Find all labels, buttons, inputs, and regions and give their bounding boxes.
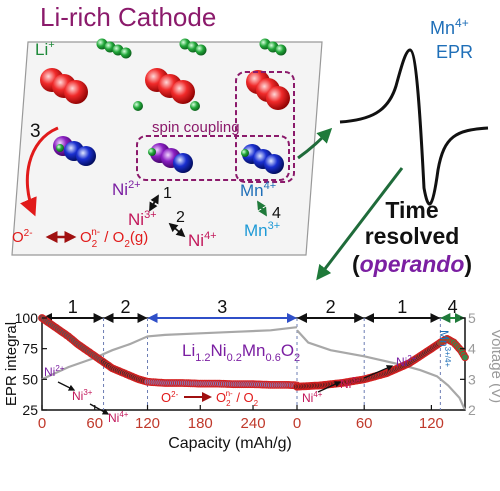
time-resolved-line1: Time [385,197,438,223]
annot-ni4-right: Ni4+ [302,390,323,405]
y-axis-label-right: Voltage (V) [488,329,500,403]
segment-label: 1 [68,297,78,317]
x-tick-label-charge: 60 [86,415,103,432]
step-4-label: 4 [272,205,281,222]
li-ion-label: Li+ [35,39,55,59]
x-tick-label-charge: 180 [188,415,213,432]
epr-label-line2: EPR [436,42,473,62]
annot-arrow-2 [89,403,110,415]
epr-discharge-point [461,353,469,362]
time-resolved-line2: resolved [365,223,460,249]
segment-label: 2 [326,297,336,317]
x-tick-label-charge: 120 [135,415,160,432]
annot-peroxo: O2n- / O2 [216,389,259,408]
step-2-label: 2 [176,209,185,226]
chart-annotations: Ni2+ Ni3+ Ni4+ O2- O2n- / O2 Ni4+ Ni3+ N… [44,330,452,425]
compound-label: Li1.2Ni0.2Mn0.6O2 [182,341,300,364]
segment-label: 2 [121,297,131,317]
annot-arrow-4 [363,365,394,379]
left-tick-label: 100 [15,310,39,326]
segment-label: 1 [397,297,407,317]
x-tick-label-discharge: 0 [293,415,301,432]
voltage-charge-line [41,326,298,381]
left-tick-label: 25 [22,402,38,418]
operando-label: (operando) [352,251,472,277]
li-atoms [96,38,289,111]
mn-step-4-arrow [257,200,267,217]
mn3-label: Mn3+ [244,220,280,240]
annot-ni2-left: Ni2+ [44,364,65,379]
right-tick-label: 5 [468,310,476,326]
segment-label: 4 [448,297,458,317]
ni3-label: Ni3+ [128,209,157,229]
x-tick-label-charge: 240 [241,415,266,432]
annot-arrow-3 [317,381,342,393]
annot-ni3-left: Ni3+ [72,388,93,403]
annot-ni2-right: Ni2+ [396,354,417,369]
right-tick-label: 2 [468,402,476,418]
peroxo-label: O2n- / O2(g) [80,227,148,250]
oxygen-release-arrow [20,126,59,217]
epr-label-line1: Mn4+ [430,16,469,38]
oxide-ion-label: O2- [12,228,33,246]
ni-mn-atoms [53,136,284,174]
epr-spectrum-line [339,48,489,206]
annot-mn-right: Mn3+/4+ [437,330,452,367]
ni-step-2-arrow [168,222,186,238]
right-tick-label: 3 [468,371,476,387]
x-tick-label-charge: 0 [38,415,46,432]
oxygen-atoms [40,68,290,110]
mn-site-box [235,71,295,183]
x-axis-label: Capacity (mAh/g) [168,435,292,452]
segment-bar: 1 2 3 2 1 4 [42,297,465,323]
figure-title: Li-rich Cathode [40,2,216,32]
left-tick-label: 50 [22,371,38,387]
y-axis-label-left: EPR integral [3,322,20,406]
ni-step-1-arrow [149,194,159,212]
to-epr-arrow [297,127,333,160]
to-plot-arrow [316,167,404,281]
spin-coupling-label: spin coupling [152,119,240,136]
segment-label: 3 [217,297,227,317]
ni4-label: Ni4+ [188,230,217,250]
x-tick-label-discharge: 60 [356,415,373,432]
step-1-label: 1 [163,185,172,202]
annot-oxide: O2- [161,390,179,405]
x-tick-label-discharge: 120 [419,415,444,432]
right-tick-label: 4 [468,341,476,357]
annot-ni3-right: Ni3+ [340,376,361,391]
ni2-label: Ni2+ [112,179,141,199]
mn4-label: Mn4+ [240,180,276,200]
annot-arrow-1 [57,381,76,391]
chart-series [38,314,469,411]
spin-coupling-box [136,135,290,181]
annot-ni4-left: Ni4+ [108,410,129,425]
left-tick-label: 75 [22,341,38,357]
epr-voltage-chart: 1 2 3 2 1 4 EPR integral Voltage (V) Capacity… [3,297,500,452]
step-3-label: 3 [30,121,41,142]
